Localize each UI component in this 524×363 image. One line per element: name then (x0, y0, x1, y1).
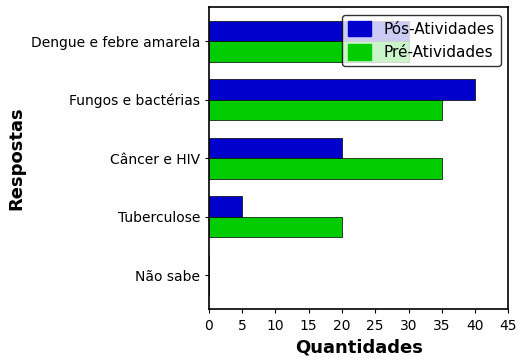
Bar (209, 158, 442, 179)
Bar (209, 138, 342, 158)
Bar (209, 79, 475, 100)
Legend: Pós-Atividades, Pré-Atividades: Pós-Atividades, Pré-Atividades (342, 15, 500, 66)
Y-axis label: Respostas: Respostas (7, 106, 25, 210)
Bar (209, 100, 442, 120)
Bar (209, 196, 242, 217)
X-axis label: Quantidades: Quantidades (294, 338, 422, 356)
Bar (209, 21, 409, 41)
Bar (209, 217, 342, 237)
Bar (209, 41, 409, 62)
